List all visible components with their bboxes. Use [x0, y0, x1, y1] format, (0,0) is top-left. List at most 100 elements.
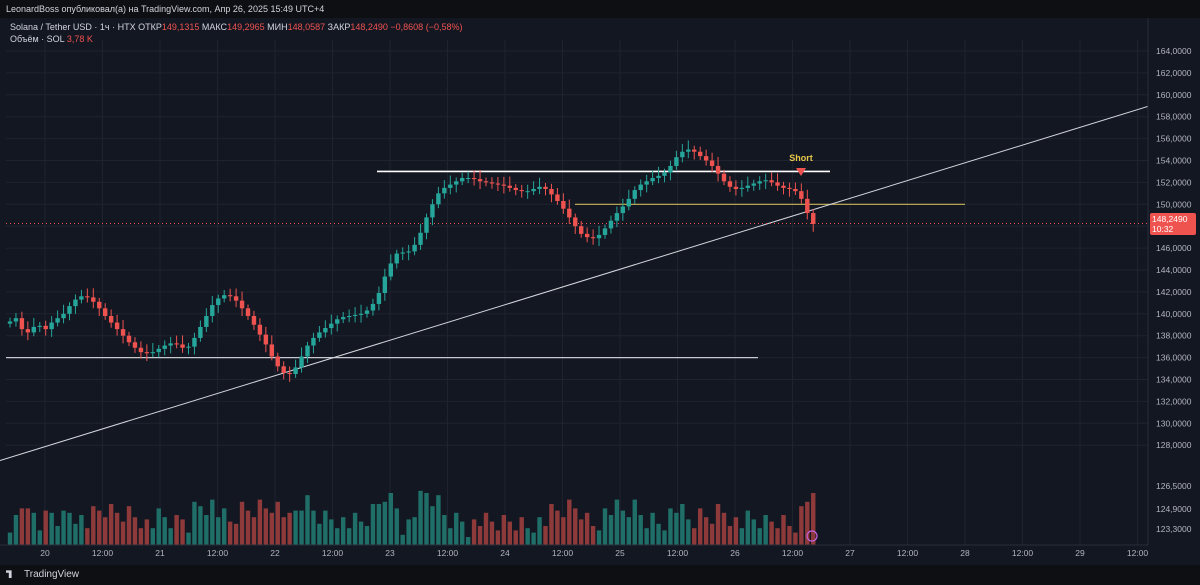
candle-body — [775, 182, 780, 186]
time-tick-label: 20 — [40, 548, 50, 558]
candle-body — [108, 315, 114, 323]
candle-body — [7, 321, 13, 324]
candle-body — [537, 186, 542, 189]
volume-bar — [370, 504, 376, 545]
volume-bar — [126, 506, 132, 545]
volume-bar — [144, 519, 150, 545]
volume-value: 3,78 K — [66, 34, 93, 44]
candle-body — [317, 332, 322, 338]
price-axis: 164,0000 162,0000 160,0000 158,0000 156,0000… — [1147, 18, 1200, 565]
volume-bar — [227, 521, 233, 545]
volume-bar — [703, 517, 709, 545]
volume-bar — [210, 499, 215, 545]
volume-bar — [19, 508, 25, 545]
candle-body — [323, 328, 328, 333]
candle-body — [507, 185, 512, 188]
volume-bar — [376, 504, 382, 545]
price-tick-label: 164,0000 — [1156, 46, 1192, 56]
volume-bar — [626, 517, 631, 545]
volume-bar — [448, 528, 453, 545]
volume-bar — [73, 523, 78, 545]
price-tick-label: 126,5000 — [1156, 481, 1192, 491]
volume-bar — [382, 501, 388, 545]
volume-bar — [25, 508, 31, 545]
candle-body — [430, 204, 435, 218]
volume-bar — [174, 515, 179, 545]
volume-bar — [186, 532, 191, 545]
candle-body — [287, 372, 292, 375]
time-tick-label: 27 — [845, 548, 855, 558]
candle-body — [132, 342, 138, 348]
candle-body — [251, 315, 257, 325]
candle-body — [13, 318, 19, 322]
volume-bar — [138, 528, 144, 545]
time-tick-label: 22 — [270, 548, 280, 558]
candle-body — [174, 343, 179, 345]
candle-body — [727, 181, 733, 187]
time-axis: 20 12:00 21 12:00 22 12:00 23 12:00 24 12:00 25 12:… — [0, 544, 1148, 558]
last-price-label: 148,2490 10:32 — [1150, 213, 1196, 235]
volume-bar — [567, 499, 572, 545]
candle-body — [668, 165, 673, 173]
high-value: 149,2965 — [227, 22, 265, 32]
volume-bar — [263, 508, 269, 545]
time-tick-label: 12:00 — [897, 548, 919, 558]
volume-legend[interactable]: Объём · SOL 3,78 K — [10, 34, 93, 44]
volume-bar — [132, 517, 138, 545]
volume-bar — [198, 506, 203, 545]
last-price-countdown: 10:32 — [1152, 224, 1174, 234]
volume-bar — [507, 521, 512, 545]
footer-bar — [0, 565, 1200, 585]
grid — [6, 40, 1148, 545]
volume-bar — [114, 512, 120, 545]
candle-body — [680, 151, 685, 158]
low-value: 148,0587 — [287, 22, 326, 32]
time-tick-label: 12:00 — [552, 548, 574, 558]
symbol-legend[interactable]: Solana / Tether USD · 1ч · HTX ОТКР149,1… — [10, 22, 462, 32]
volume-bar — [555, 510, 560, 545]
candle-body — [465, 178, 471, 180]
volume-label: Объём · SOL — [10, 34, 65, 44]
volume-bar — [13, 515, 19, 545]
price-tick-label: 142,0000 — [1156, 287, 1192, 297]
volume-bar — [549, 504, 554, 545]
time-tick-label: 23 — [385, 548, 395, 558]
candle-body — [19, 318, 25, 330]
volume-bar — [233, 523, 239, 545]
candle-body — [216, 298, 221, 306]
price-tick-label: 144,0000 — [1156, 265, 1192, 275]
candle-body — [632, 190, 637, 199]
volume-bar — [162, 517, 167, 545]
candle-body — [269, 344, 274, 357]
candle-body — [650, 178, 655, 182]
brand-name: TradingView — [24, 569, 80, 580]
volume-bar — [7, 532, 13, 545]
volume-bar — [79, 515, 84, 545]
candle-body — [477, 179, 483, 182]
price-tick-label: 136,0000 — [1156, 353, 1192, 363]
candle-body — [150, 352, 155, 354]
volume-bar — [543, 526, 548, 545]
volume-bar — [245, 510, 251, 545]
candle-body — [573, 217, 578, 227]
volume-bar — [442, 515, 447, 545]
volume-bar — [698, 508, 703, 545]
volume-bar — [61, 510, 66, 545]
candle-body — [186, 346, 191, 348]
candle-body — [787, 187, 792, 189]
candle-body — [519, 190, 524, 192]
candle-body — [549, 188, 554, 195]
volume-bar — [614, 499, 620, 545]
volume-bar — [43, 510, 48, 545]
candle-body — [49, 322, 54, 330]
candle-body — [686, 149, 691, 152]
time-tick-label: 12:00 — [1012, 548, 1034, 558]
volume-bar — [680, 504, 685, 545]
tradingview-icon — [6, 570, 12, 579]
candle-body — [144, 352, 150, 354]
time-tick-label: 28 — [960, 548, 970, 558]
volume-bar — [204, 515, 209, 545]
time-tick-label: 12:00 — [437, 548, 459, 558]
currency-button[interactable]: USDT — [1153, 21, 1183, 39]
